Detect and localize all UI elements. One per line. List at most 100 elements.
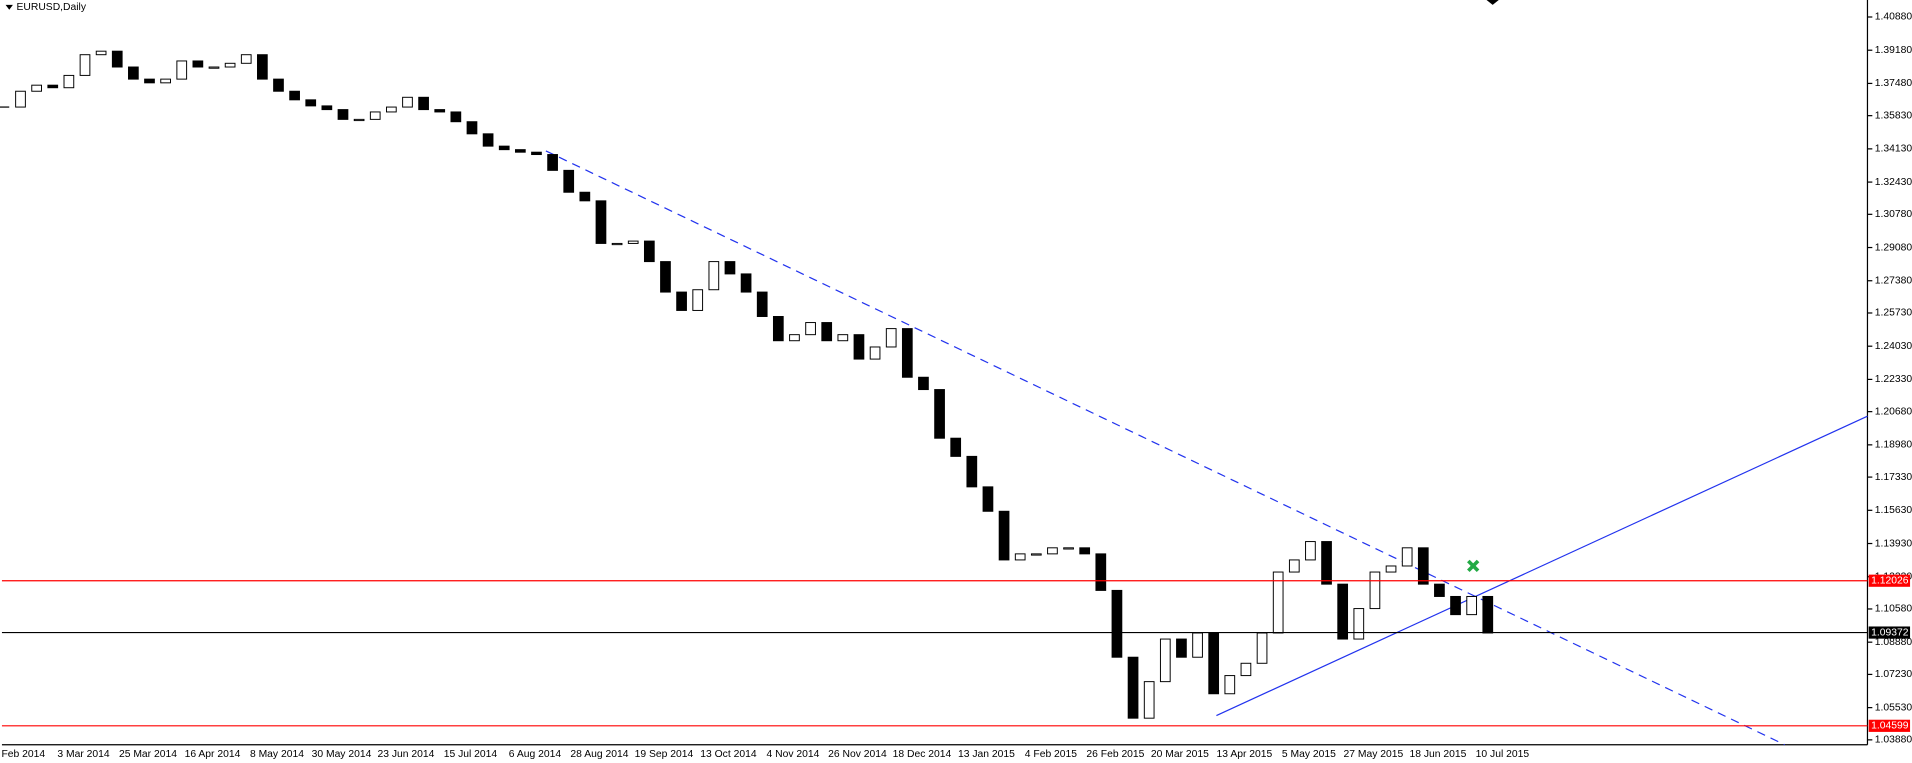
candle — [547, 154, 558, 171]
candle — [1224, 675, 1236, 695]
y-tick-label: 1.34130 — [1875, 144, 1912, 155]
y-tick-label: 1.39180 — [1875, 45, 1912, 56]
candle — [1014, 553, 1026, 561]
candle — [885, 328, 897, 348]
candle — [1208, 632, 1220, 695]
candle — [1176, 638, 1187, 658]
candle — [321, 105, 333, 111]
candle — [111, 50, 123, 68]
candle — [901, 328, 913, 378]
x-tick-label: 20 Mar 2015 — [1151, 749, 1209, 760]
candle — [450, 111, 462, 123]
candle — [1256, 632, 1268, 664]
y-tick-label: 1.25730 — [1875, 308, 1912, 319]
candle — [1321, 541, 1332, 585]
x-tick-label: 5 May 2015 — [1282, 749, 1336, 760]
candle — [756, 291, 768, 317]
x-tick-label: 13 Jan 2015 — [958, 749, 1015, 760]
candle — [821, 322, 833, 342]
candle — [289, 90, 300, 101]
x-tick-label: 7 Feb 2014 — [0, 749, 45, 760]
dashed-trendline[interactable] — [545, 150, 1785, 746]
price-level-label: 1.09372 — [1871, 627, 1909, 638]
candle — [1417, 547, 1429, 585]
candle — [950, 437, 962, 457]
y-tick-label: 1.03880 — [1875, 735, 1912, 746]
candle — [1385, 565, 1397, 573]
x-tick-label: 4 Nov 2014 — [767, 749, 820, 760]
candle — [563, 169, 575, 193]
candle — [627, 240, 639, 244]
candle — [386, 106, 397, 113]
y-tick-label: 1.17330 — [1875, 472, 1912, 483]
candle — [1434, 583, 1445, 597]
x-tick-label: 8 May 2014 — [250, 749, 304, 760]
x-tick-label: 3 Mar 2014 — [57, 749, 110, 760]
x-tick-label: 15 Jul 2014 — [444, 749, 498, 760]
candle — [1192, 632, 1203, 658]
candle — [353, 118, 365, 122]
marker-x — [1467, 559, 1480, 573]
candle — [466, 121, 478, 135]
candle — [273, 78, 284, 92]
x-tick-label: 18 Dec 2014 — [893, 749, 952, 760]
chart-title: EURUSD,Daily — [17, 2, 87, 13]
x-tick-label: 26 Nov 2014 — [828, 749, 887, 760]
y-tick-label: 1.22330 — [1875, 374, 1912, 385]
candle — [257, 54, 268, 80]
candle — [128, 66, 139, 80]
candle — [418, 96, 429, 111]
y-tick-label: 1.35830 — [1875, 110, 1912, 121]
candle — [918, 376, 929, 391]
y-tick-label: 1.27380 — [1875, 275, 1912, 286]
candle — [514, 149, 526, 153]
candle — [63, 74, 75, 89]
y-tick-label: 1.18980 — [1875, 440, 1912, 451]
candle — [1143, 681, 1155, 719]
price-level-box — [1868, 626, 1911, 639]
candle — [434, 109, 446, 113]
candle — [1369, 571, 1381, 610]
y-tick-label: 1.08880 — [1875, 637, 1912, 648]
candle — [1047, 547, 1058, 555]
candle — [144, 78, 155, 84]
menu-arrow[interactable] — [5, 4, 13, 10]
candle — [1159, 638, 1171, 683]
y-tick-label: 1.05530 — [1875, 702, 1912, 713]
candle — [837, 334, 849, 342]
y-tick-label: 1.20680 — [1875, 406, 1912, 417]
candle — [47, 84, 59, 89]
candle — [1353, 608, 1365, 640]
y-tick-label: 1.37480 — [1875, 78, 1912, 89]
candle — [1095, 553, 1107, 591]
x-tick-label: 4 Feb 2015 — [1025, 749, 1078, 760]
x-tick-label: 18 Jun 2015 — [1409, 749, 1466, 760]
candle — [1450, 595, 1461, 616]
candle — [805, 322, 816, 336]
candle — [95, 50, 107, 56]
candle — [369, 111, 381, 120]
candle — [982, 486, 994, 512]
trendline[interactable] — [1216, 415, 1868, 717]
candle — [934, 389, 945, 439]
x-tick-label: 26 Feb 2015 — [1086, 749, 1144, 760]
candle — [692, 289, 704, 311]
candle — [1063, 547, 1074, 550]
price-level-box — [1868, 719, 1911, 732]
candle — [79, 54, 91, 76]
candle — [31, 84, 42, 92]
candle — [772, 316, 784, 342]
x-tick-label: 28 Aug 2014 — [570, 749, 628, 760]
x-tick-label: 23 Jun 2014 — [378, 749, 435, 760]
x-tick-label: 30 May 2014 — [312, 749, 372, 760]
candle — [1127, 656, 1139, 719]
x-tick-label: 19 Sep 2014 — [635, 749, 694, 760]
candle — [1401, 547, 1413, 567]
candle — [579, 191, 591, 202]
candle — [1030, 553, 1042, 556]
candle — [192, 60, 204, 68]
candle — [160, 78, 171, 84]
